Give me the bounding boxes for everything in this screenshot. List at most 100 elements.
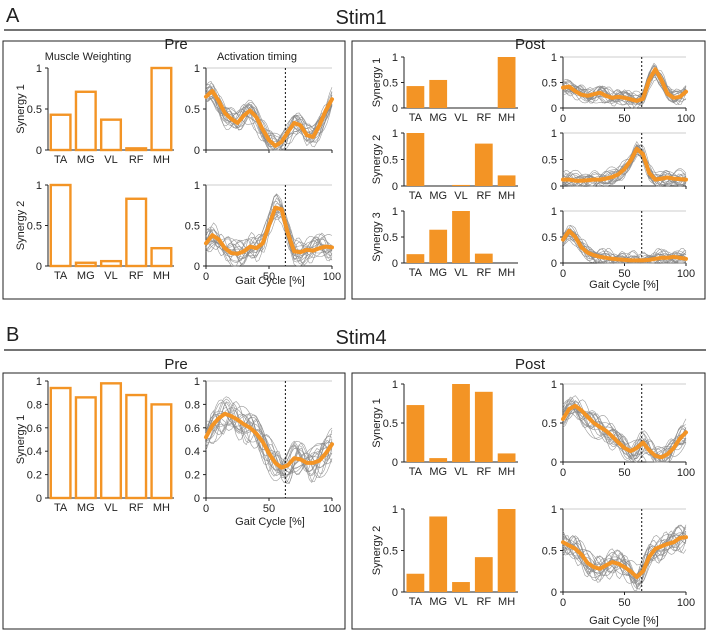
b-post-s2-bar-xtick-MG: MG <box>429 596 447 608</box>
b-pre-s1-time-ytick-label-1: 0.2 <box>185 470 200 482</box>
a-post-s2-bar-group: 0 0.5 1 Synergy 2 TA MG VL RF MH <box>371 128 518 202</box>
b-pre-s1-bar-xtick-MH: MH <box>153 502 170 514</box>
a-post-s2-bar-xtick-TA: TA <box>409 190 423 202</box>
panel-a-post-label: Post <box>515 36 546 53</box>
b-pre-s1-bar-bar-MH <box>150 403 173 500</box>
b-pre-s1-bar-xtick-MG: MG <box>77 502 95 514</box>
a-post-s2-bar-xtick-RF: RF <box>476 190 491 202</box>
a-pre-s1-time-ytick-label-2: 1 <box>194 63 200 75</box>
a-pre-s1-bar-bar-MH <box>150 66 173 152</box>
a-post-s3-bar-bar-TA <box>406 254 425 263</box>
a-pre-s2-time-xtick-label-1: 50 <box>263 271 275 283</box>
b-post-s2-time-xtick-label-1: 50 <box>618 597 630 609</box>
a-post-s1-bar-ytick-label-1: 0.5 <box>383 78 398 90</box>
a-post-s1-bar-bar-MG <box>429 79 448 108</box>
b-post-s1-time-xtick-label-1: 50 <box>618 467 630 479</box>
a-post-s3-bar-xtick-MH: MH <box>498 267 515 279</box>
b-post-s1-time-trace-4 <box>562 399 687 463</box>
b-post-s2-bar-bar-MH <box>497 509 516 592</box>
a-post-s3-bar-xtick-TA: TA <box>409 267 423 279</box>
b-post-s2-time-ytick-label-1: 0.5 <box>542 546 557 558</box>
a-post-s1-time-xtick-label-0: 0 <box>560 113 566 125</box>
b-post-s1-bar-bar-TA <box>406 405 425 462</box>
a-post-s3-time-trace-14 <box>562 229 687 264</box>
a-pre-s2-bar-ytick-label-0: 0 <box>36 261 42 273</box>
a-post-s1-time-xtick-label-2: 100 <box>677 113 695 125</box>
b-post-s1-bar-ytick-label-1: 0.5 <box>383 418 398 430</box>
b-post-s1-bar-ytick-label-2: 1 <box>392 379 398 391</box>
a-post-s1-bar-bar-MH <box>497 57 516 108</box>
a-pre-s2-bar-bar-MG <box>74 261 97 268</box>
a-post-s1-time-trace-8 <box>562 69 687 105</box>
a-post-s2-bar-bar-MH <box>497 175 516 186</box>
b-post-s2-bar-bar-VL <box>452 582 470 592</box>
a-post-s2-time-ytick-label-0: 0 <box>551 181 557 193</box>
panel-b-pre-label: Pre <box>164 356 187 373</box>
a-pre-s2-bar-xtick-MG: MG <box>77 270 95 282</box>
b-post-s2-time-trace-7 <box>562 532 687 576</box>
a-post-s2-time-mean-line <box>561 146 688 183</box>
a-post-s3-bar-xtick-MG: MG <box>429 267 447 279</box>
b-post-s1-time-trace-14 <box>562 399 687 463</box>
a-pre-s1-bar-xtick-RF: RF <box>129 154 144 166</box>
b-post-s1-bar-bar-MG <box>429 458 448 462</box>
a-post-s1-bar-bar-TA <box>406 86 425 108</box>
a-post-s3-bar-ytick-label-2: 1 <box>392 206 398 218</box>
b-pre-s1-bar-xtick-VL: VL <box>104 502 117 514</box>
panel-a-pre-frame <box>2 40 346 300</box>
panel-b-pre-frame <box>2 372 346 630</box>
a-pre-s1-time-trace-16 <box>205 87 333 151</box>
a-post-s2-time-group: 00.51 <box>542 128 688 193</box>
a-post-s2-bar-xtick-VL: VL <box>454 190 467 202</box>
b-post-s2-bar-bar-MG <box>429 516 448 592</box>
b-pre-s1-time-trace-10 <box>205 409 333 477</box>
b-pre-s1-time-trace-9 <box>205 396 333 474</box>
b-pre-s1-time-ytick-label-3: 0.6 <box>185 423 200 435</box>
b-pre-s1-bar-bar-VL <box>99 382 123 500</box>
a-pre-s2-bar-bar-RF <box>125 197 148 268</box>
b-post-s2-bar-bar-RF <box>474 557 493 592</box>
b-post-s1-time-mean-line <box>561 403 688 460</box>
a-pre-s1-time-trace-12 <box>205 94 333 147</box>
a-pre-s1-time-trace-15 <box>205 86 333 147</box>
a-pre-s2-time-xtick-label-0: 0 <box>203 271 209 283</box>
a-pre-s2-time-ytick-label-1: 0.5 <box>185 221 200 233</box>
a-pre-s2-time-ytick-label-2: 1 <box>194 180 200 192</box>
a-post-s3-time-trace-15 <box>562 234 687 264</box>
a-post-s1-bar-ytick-label-2: 1 <box>392 52 398 64</box>
a-post-s3-bar-bar-RF <box>474 253 493 263</box>
a-post-s2-bar-xtick-MH: MH <box>498 190 515 202</box>
xlabel-a-pre: Gait Cycle [%] <box>235 275 305 287</box>
b-post-s2-bar-ytick-label-0: 0 <box>392 587 398 599</box>
a-post-s3-time-ytick-label-0: 0 <box>551 258 557 270</box>
b-post-s2-time-trace-8 <box>562 531 687 578</box>
b-post-s2-bar-ytick-label-1: 0.5 <box>383 546 398 558</box>
b-post-s2-bar-xtick-VL: VL <box>454 596 467 608</box>
a-pre-s2-bar-group: 0 0.5 1 Synergy 2 TA MG VL RF MH <box>15 180 174 282</box>
a-post-s3-bar-group: 0 0.5 1 Synergy 3 TA MG VL RF MH <box>371 206 518 279</box>
b-post-s1-bar-xtick-RF: RF <box>476 466 491 478</box>
panel-b-post-frame <box>351 372 706 630</box>
b-post-s2-time-group: 0 0.5 1 0 50 100 <box>542 504 695 609</box>
b-post-s1-bar-group: 0 0.5 1 Synergy 1 TA MG VL RF MH <box>371 379 518 478</box>
a-pre-s1-bar-bar-TA <box>49 113 72 152</box>
a-post-s2-bar-ytick-label-2: 1 <box>392 128 398 140</box>
b-pre-s1-bar-ytick-label-0: 0 <box>36 493 42 505</box>
b-pre-s1-bar-xtick-RF: RF <box>129 502 144 514</box>
a-pre-s1-time-ytick-label-0: 0 <box>194 145 200 157</box>
b-pre-s1-time-ytick-label-5: 1 <box>194 376 200 388</box>
a-post-s3-time-xtick-label-1: 50 <box>618 268 630 280</box>
a-pre-s1-time-trace-1 <box>205 90 333 151</box>
a-pre-s2-time-trace-4 <box>205 200 333 267</box>
a-post-s1-time-ytick-label-2: 1 <box>551 52 557 64</box>
a-post-s2-time-ytick-label-1: 0.5 <box>542 155 557 167</box>
a-post-s3-bar-xtick-RF: RF <box>476 267 491 279</box>
b-post-s2-bar-xtick-RF: RF <box>476 596 491 608</box>
a-post-s3-bar-ytick-label-1: 0.5 <box>383 232 398 244</box>
a-post-s2-bar-ytick-label-1: 0.5 <box>383 155 398 167</box>
a-post-s3-bar-ylabel: Synergy 3 <box>371 212 383 262</box>
a-pre-s1-time-group: 00.51 <box>185 63 334 157</box>
a-pre-s2-bar-xtick-VL: VL <box>104 270 117 282</box>
b-post-s2-bar-group: 0 0.5 1 Synergy 2 TA MG VL RF MH <box>371 504 518 608</box>
